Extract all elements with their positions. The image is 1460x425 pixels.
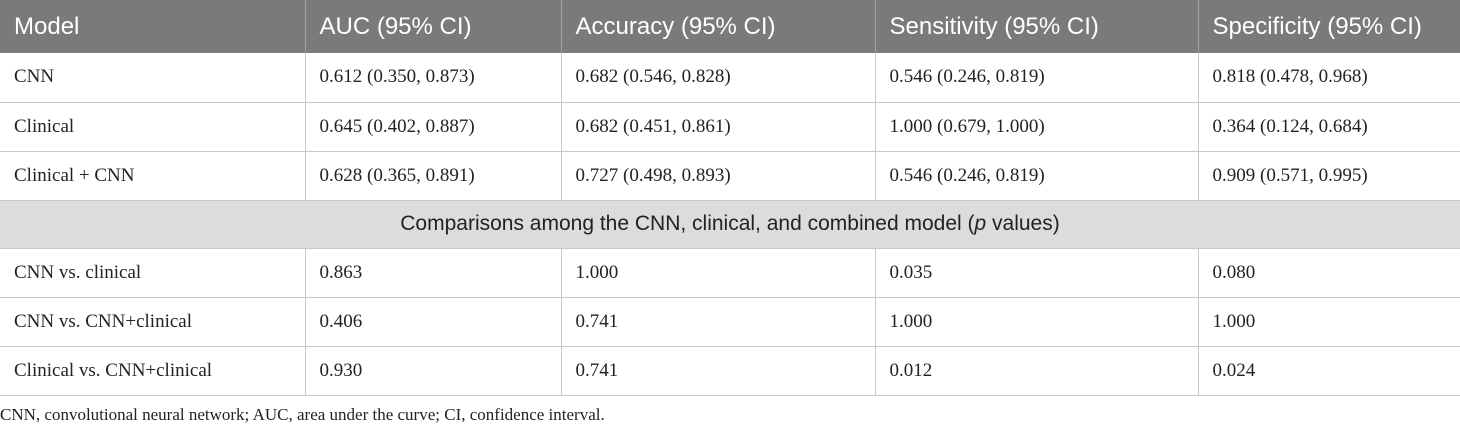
header-auc: AUC (95% CI) [305, 0, 562, 53]
table-row: Clinical 0.645 (0.402, 0.887) 0.682 (0.4… [0, 102, 1460, 152]
header-row: Model AUC (95% CI) Accuracy (95% CI) Sen… [0, 0, 1460, 53]
table-row: CNN 0.612 (0.350, 0.873) 0.682 (0.546, 0… [0, 53, 1460, 103]
table-cell: Clinical [0, 102, 306, 152]
table-cell: 0.364 (0.124, 0.684) [1198, 102, 1460, 152]
header-specificity: Specificity (95% CI) [1198, 0, 1460, 53]
table-cell: 0.863 [305, 248, 562, 298]
table-cell: 1.000 (0.679, 1.000) [875, 102, 1199, 152]
table-footnote: CNN, convolutional neural network; AUC, … [0, 405, 605, 424]
table-row: Clinical + CNN 0.628 (0.365, 0.891) 0.72… [0, 151, 1460, 201]
table-cell: 0.645 (0.402, 0.887) [305, 102, 562, 152]
table-header: Model AUC (95% CI) Accuracy (95% CI) Sen… [0, 0, 1460, 53]
table-row: Clinical vs. CNN+clinical 0.930 0.741 0.… [0, 346, 1460, 396]
table-cell: 0.612 (0.350, 0.873) [305, 53, 562, 103]
table-cell: 1.000 [875, 297, 1199, 347]
table-cell: 1.000 [561, 248, 876, 298]
section-title-end: values) [986, 212, 1060, 235]
table-cell: 0.682 (0.546, 0.828) [561, 53, 876, 103]
table-cell: 0.628 (0.365, 0.891) [305, 151, 562, 201]
table-row: CNN vs. clinical 0.863 1.000 0.035 0.080 [0, 248, 1460, 298]
section-header-cell: Comparisons among the CNN, clinical, and… [0, 200, 1460, 249]
table-cell: Clinical + CNN [0, 151, 306, 201]
table-cell: 0.682 (0.451, 0.861) [561, 102, 876, 152]
table-cell: 0.818 (0.478, 0.968) [1198, 53, 1460, 103]
table-cell: Clinical vs. CNN+clinical [0, 346, 306, 396]
table-cell: 0.024 [1198, 346, 1460, 396]
table-body: CNN 0.612 (0.350, 0.873) 0.682 (0.546, 0… [0, 53, 1460, 396]
table-cell: 0.909 (0.571, 0.995) [1198, 151, 1460, 201]
table-cell: 0.741 [561, 346, 876, 396]
header-sensitivity: Sensitivity (95% CI) [875, 0, 1199, 53]
table-cell: CNN vs. clinical [0, 248, 306, 298]
section-title-start: Comparisons among the CNN, clinical, and… [400, 212, 975, 235]
table-cell: 0.406 [305, 297, 562, 347]
table-row: CNN vs. CNN+clinical 0.406 0.741 1.000 1… [0, 297, 1460, 347]
table-cell: 0.080 [1198, 248, 1460, 298]
results-table: Model AUC (95% CI) Accuracy (95% CI) Sen… [0, 0, 1460, 396]
header-accuracy: Accuracy (95% CI) [561, 0, 876, 53]
table-cell: CNN vs. CNN+clinical [0, 297, 306, 347]
section-title-italic: p [974, 212, 987, 235]
table-cell: 0.012 [875, 346, 1199, 396]
section-header-row: Comparisons among the CNN, clinical, and… [0, 200, 1460, 249]
table-cell: CNN [0, 53, 306, 103]
table-cell: 1.000 [1198, 297, 1460, 347]
table-cell: 0.035 [875, 248, 1199, 298]
table-cell: 0.727 (0.498, 0.893) [561, 151, 876, 201]
table-cell: 0.546 (0.246, 0.819) [875, 53, 1199, 103]
table-cell: 0.546 (0.246, 0.819) [875, 151, 1199, 201]
header-model: Model [0, 0, 306, 53]
table-cell: 0.930 [305, 346, 562, 396]
table-cell: 0.741 [561, 297, 876, 347]
